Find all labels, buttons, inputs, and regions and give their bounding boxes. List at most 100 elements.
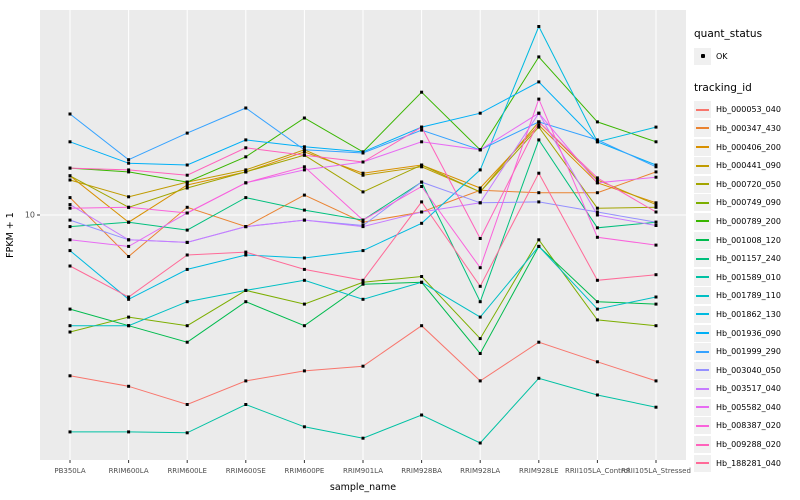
legend-line-icon (696, 239, 709, 242)
data-point (478, 148, 482, 152)
x-tick-label: RRIM901LA (343, 467, 383, 475)
data-point (68, 324, 72, 328)
data-point (654, 125, 658, 129)
legend-item-Hb_001008_120: Hb_001008_120 (694, 231, 800, 250)
data-point (302, 302, 306, 306)
data-point (537, 171, 541, 175)
legend-tracking-id-title: tracking_id (694, 81, 752, 94)
quant-status-key-swatch (694, 47, 711, 65)
legend-label: Hb_001157_240 (716, 254, 781, 264)
data-point (537, 125, 541, 129)
legend-line-icon (696, 294, 709, 297)
data-point (185, 267, 189, 271)
data-point (654, 175, 658, 179)
data-point (537, 80, 541, 84)
data-point (68, 374, 72, 378)
data-point (244, 146, 248, 150)
data-point (185, 173, 189, 177)
x-tick-label: RRIM928LA (460, 467, 500, 475)
data-point (478, 237, 482, 240)
data-point (127, 244, 131, 248)
data-point (127, 205, 131, 209)
legend-line-icon (696, 443, 709, 446)
legend-label: Hb_000406_200 (716, 142, 781, 152)
data-point (595, 176, 599, 180)
legend-label: Hb_001589_010 (716, 272, 781, 282)
legend-line-icon (696, 313, 709, 316)
data-point (654, 302, 658, 306)
data-point (478, 111, 482, 115)
legend-item-ok: OK (694, 47, 800, 66)
legend-item-Hb_009288_020: Hb_009288_020 (694, 435, 800, 454)
legend-quant-status: quant_status OK (694, 28, 800, 66)
legend-line-icon (696, 332, 709, 335)
data-point (302, 116, 306, 120)
legend-line-icon (696, 108, 709, 111)
data-point (654, 324, 658, 328)
data-point (595, 206, 599, 210)
legend-key-swatch (694, 231, 711, 249)
data-point (302, 208, 306, 212)
data-point (244, 181, 248, 185)
data-point (420, 180, 424, 184)
data-point (68, 225, 72, 229)
data-point (654, 405, 658, 409)
x-tick-label: PB350LA (54, 467, 85, 475)
data-point (68, 218, 72, 222)
legend-label: Hb_009288_020 (716, 440, 781, 450)
data-point (361, 297, 365, 301)
data-point (654, 170, 658, 174)
data-point (244, 138, 248, 142)
data-point (595, 278, 599, 282)
legend-key-swatch (694, 417, 711, 435)
legend-label: Hb_000053_040 (716, 105, 781, 115)
legend-key-swatch (694, 454, 711, 472)
data-point (654, 165, 658, 169)
legend-key-swatch (694, 138, 711, 156)
data-point (68, 174, 72, 178)
data-point (478, 188, 482, 192)
legend-label: Hb_001008_120 (716, 235, 781, 245)
data-point (595, 213, 599, 217)
legend-item-Hb_001862_130: Hb_001862_130 (694, 305, 800, 324)
data-point (420, 90, 424, 94)
legend-label: Hb_008387_020 (716, 421, 781, 431)
data-point (302, 324, 306, 328)
x-tick-label: RRIM600LE (167, 467, 207, 475)
data-point (654, 205, 658, 209)
data-point (420, 324, 424, 328)
legend-key-swatch (694, 380, 711, 398)
legend-item-Hb_000720_050: Hb_000720_050 (694, 175, 800, 194)
data-point (420, 185, 424, 188)
legend-item-Hb_008387_020: Hb_008387_020 (694, 417, 800, 436)
data-point (595, 393, 599, 397)
legend-item-Hb_003517_040: Hb_003517_040 (694, 380, 800, 399)
legend-label: Hb_188281_040 (716, 458, 781, 468)
data-point (361, 190, 365, 194)
data-point (68, 206, 72, 210)
data-point (185, 183, 189, 187)
data-point (185, 131, 189, 135)
data-point (185, 300, 189, 304)
legend-item-Hb_000406_200: Hb_000406_200 (694, 138, 800, 157)
data-point (654, 210, 658, 214)
data-point (68, 196, 72, 200)
data-point (244, 155, 248, 159)
data-point (185, 205, 189, 209)
data-point (185, 253, 189, 257)
data-point (654, 273, 658, 277)
data-point (302, 267, 306, 271)
data-point (68, 238, 72, 242)
legend-line-icon (696, 276, 709, 279)
legend-label: Hb_000441_090 (716, 161, 781, 171)
data-point (420, 200, 424, 204)
x-tick-label: RRIM928BA (401, 467, 442, 475)
data-point (537, 138, 541, 142)
data-point (537, 120, 541, 124)
data-point (302, 145, 306, 149)
data-point (68, 430, 72, 434)
data-point (420, 221, 424, 225)
data-point (478, 337, 482, 341)
legend-item-Hb_000441_090: Hb_000441_090 (694, 156, 800, 175)
legend-quant-status-title: quant_status (694, 28, 763, 40)
